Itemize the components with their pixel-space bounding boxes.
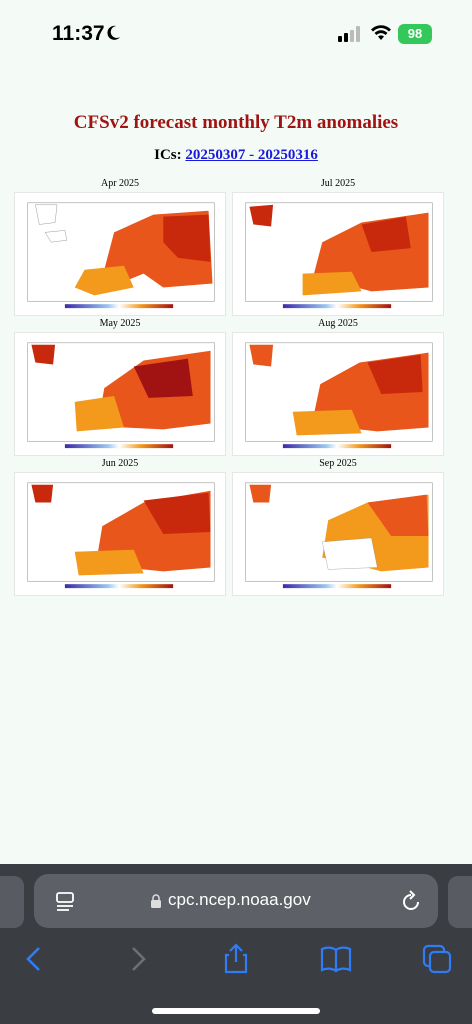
anomaly-map-image xyxy=(14,192,226,316)
map-month-label: Sep 2025 xyxy=(319,458,357,469)
page-title: CFSv2 forecast monthly T2m anomalies xyxy=(73,112,399,133)
home-indicator xyxy=(152,1008,320,1014)
anomaly-map-image xyxy=(14,472,226,596)
battery-badge: 98 xyxy=(398,24,432,44)
address-bar[interactable]: cpc.ncep.noaa.gov xyxy=(34,874,438,928)
map-panel-apr[interactable]: Apr 2025 xyxy=(14,178,226,316)
reload-icon[interactable] xyxy=(400,889,422,913)
map-panel-jul[interactable]: Jul 2025 xyxy=(232,178,444,316)
map-panel-may[interactable]: May 2025 xyxy=(14,318,226,456)
ics-label: ICs: xyxy=(154,147,182,163)
map-panel-aug[interactable]: Aug 2025 xyxy=(232,318,444,456)
tabs-icon[interactable] xyxy=(420,942,454,976)
moon-icon xyxy=(107,25,120,40)
reader-mode-icon[interactable] xyxy=(54,890,76,912)
wifi-icon xyxy=(371,25,391,40)
map-month-label: May 2025 xyxy=(99,318,141,329)
previous-tab-preview[interactable] xyxy=(0,876,24,928)
map-month-label: Aug 2025 xyxy=(318,318,358,329)
map-panel-sep[interactable]: Sep 2025 xyxy=(232,458,444,596)
map-month-label: Apr 2025 xyxy=(100,178,140,189)
forward-icon[interactable] xyxy=(120,942,154,976)
ics-date-link[interactable]: 20250307 - 20250316 xyxy=(185,147,318,163)
status-time: 11:37 xyxy=(52,22,105,45)
anomaly-map-image xyxy=(232,192,444,316)
lock-icon xyxy=(151,894,161,908)
ics-line: ICs: 20250307 - 20250316 xyxy=(0,147,472,164)
next-tab-preview[interactable] xyxy=(448,876,472,928)
map-month-label: Jul 2025 xyxy=(320,178,356,189)
anomaly-map-image xyxy=(232,472,444,596)
signal-icon xyxy=(338,26,360,42)
anomaly-map-image xyxy=(14,332,226,456)
share-icon[interactable] xyxy=(219,942,253,976)
browser-chrome: cpc.ncep.noaa.gov xyxy=(0,864,472,1024)
url-text: cpc.ncep.noaa.gov xyxy=(168,890,311,909)
map-panel-jun[interactable]: Jun 2025 xyxy=(14,458,226,596)
status-bar: 11:37 98 xyxy=(0,0,472,70)
bookmarks-icon[interactable] xyxy=(319,942,353,976)
back-icon[interactable] xyxy=(18,942,52,976)
anomaly-map-image xyxy=(232,332,444,456)
map-month-label: Jun 2025 xyxy=(101,458,139,469)
